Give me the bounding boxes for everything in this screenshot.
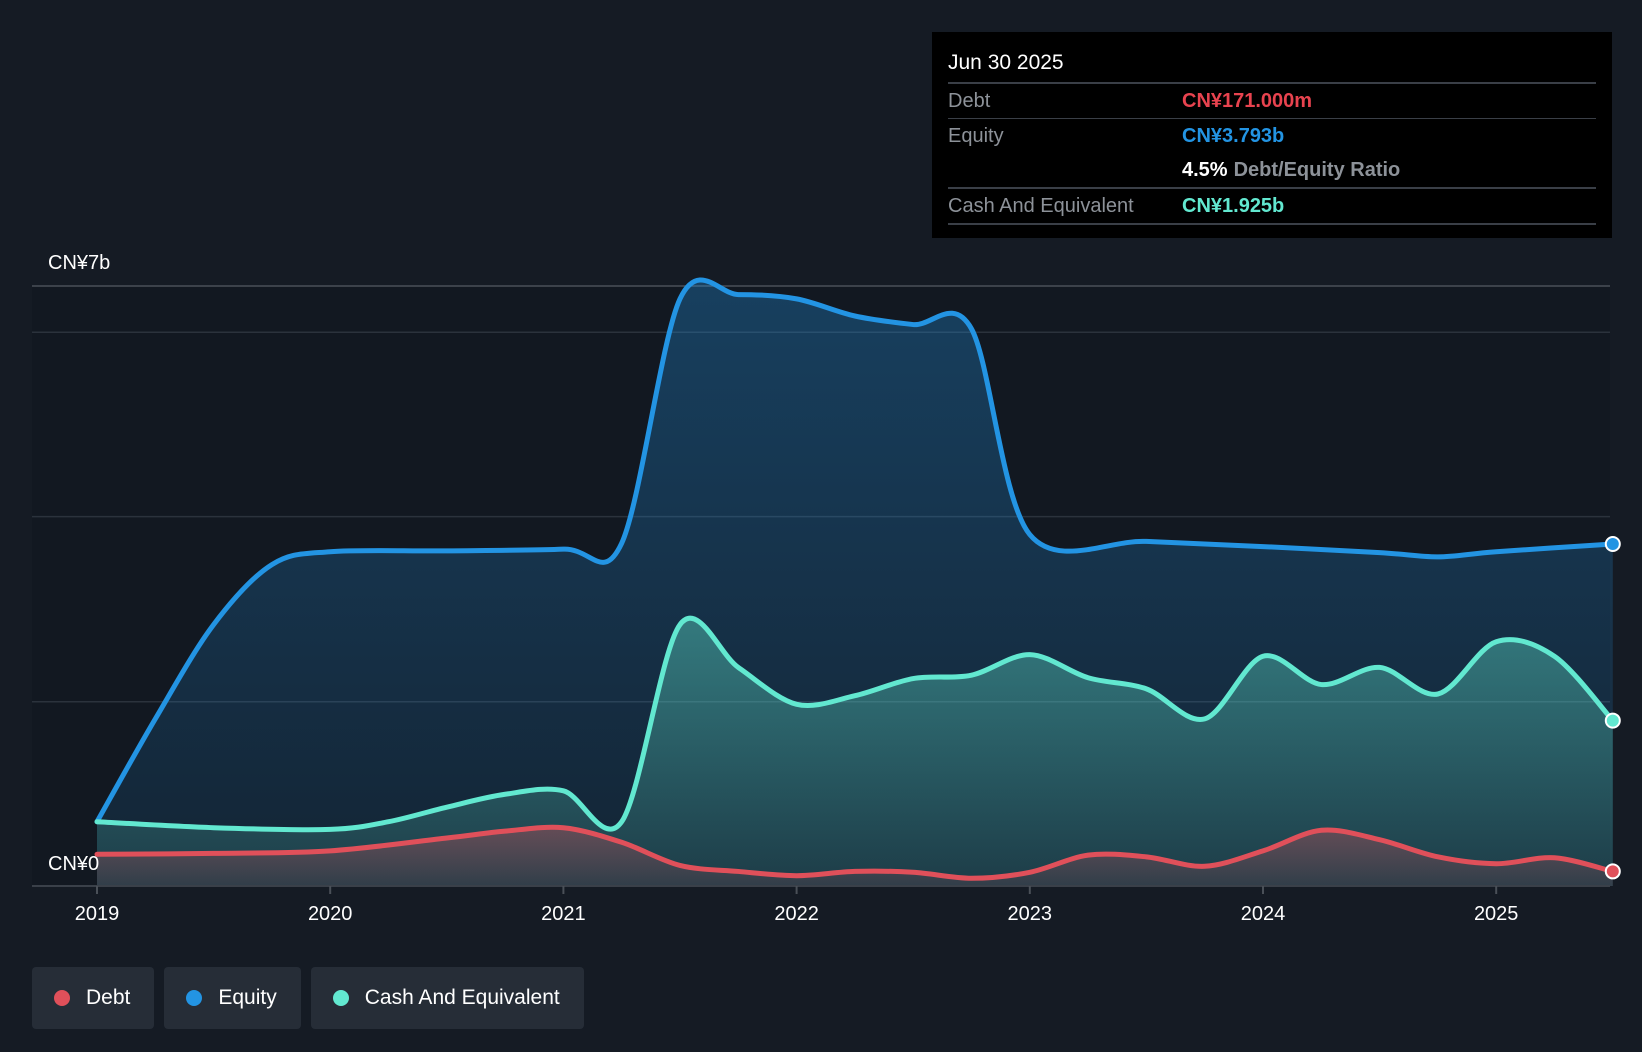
tooltip-cash-value: CN¥1.925b <box>1182 195 1285 217</box>
legend-label-debt: Debt <box>86 986 131 1009</box>
x-tick-label: 2025 <box>1474 903 1519 925</box>
cash-dot-icon <box>332 990 349 1006</box>
tooltip-debt-value: CN¥171.000m <box>1182 90 1313 112</box>
y-axis-max-label: CN¥7b <box>48 252 110 274</box>
legend-item-equity[interactable]: Equity <box>164 967 301 1029</box>
equity-dot-icon <box>186 990 203 1006</box>
cash-end-marker <box>1604 712 1621 729</box>
tooltip-debt-label: Debt <box>948 90 991 112</box>
tooltip-date: Jun 30 2025 <box>948 46 1596 84</box>
tooltip-cash-row: Cash And Equivalent CN¥1.925b <box>948 189 1596 225</box>
equity-line <box>94 277 1616 825</box>
debt-area <box>97 827 1613 886</box>
tooltip-equity-row: Equity CN¥3.793b <box>948 119 1596 153</box>
series-lines <box>94 277 1616 881</box>
x-tick-label: 2020 <box>308 903 353 925</box>
end-markers <box>1604 536 1621 880</box>
legend-item-debt[interactable]: Debt <box>32 967 155 1029</box>
debt-line <box>94 824 1616 881</box>
chart-legend: Debt Equity Cash And Equivalent <box>32 967 594 1029</box>
equity-end-marker <box>1604 536 1621 552</box>
x-tick-label: 2022 <box>774 903 819 925</box>
legend-label-equity: Equity <box>218 986 277 1009</box>
tooltip-ratio-label: Debt/Equity Ratio <box>1233 159 1401 181</box>
y-axis-min-label: CN¥0 <box>48 853 99 875</box>
tooltip-debt-row: Debt CN¥171.000m <box>948 84 1596 119</box>
cash-line <box>94 615 1616 833</box>
tooltip-ratio-row: 4.5% Debt/Equity Ratio <box>948 153 1596 189</box>
x-tick-label: 2021 <box>541 903 586 925</box>
x-tick-label: 2019 <box>75 903 120 925</box>
tooltip-ratio-value: 4.5% <box>1182 159 1228 181</box>
tooltip-equity-label: Equity <box>948 125 1004 147</box>
series-areas <box>97 279 1613 887</box>
legend-label-cash: Cash And Equivalent <box>364 986 560 1009</box>
cash-area <box>97 618 1613 886</box>
x-tick-label: 2023 <box>1008 903 1053 925</box>
x-tick-label: 2024 <box>1241 903 1286 925</box>
x-axis-ticks: 2019 2020 2021 2022 2023 2024 2025 <box>75 886 1519 925</box>
legend-item-cash[interactable]: Cash And Equivalent <box>310 967 584 1029</box>
tooltip-equity-value: CN¥3.793b <box>1182 125 1285 147</box>
tooltip-panel: Jun 30 2025 Debt CN¥171.000m Equity CN¥3… <box>932 32 1612 238</box>
debt-end-marker <box>1604 863 1621 880</box>
debt-dot-icon <box>54 990 70 1006</box>
tooltip-cash-label: Cash And Equivalent <box>948 195 1134 217</box>
